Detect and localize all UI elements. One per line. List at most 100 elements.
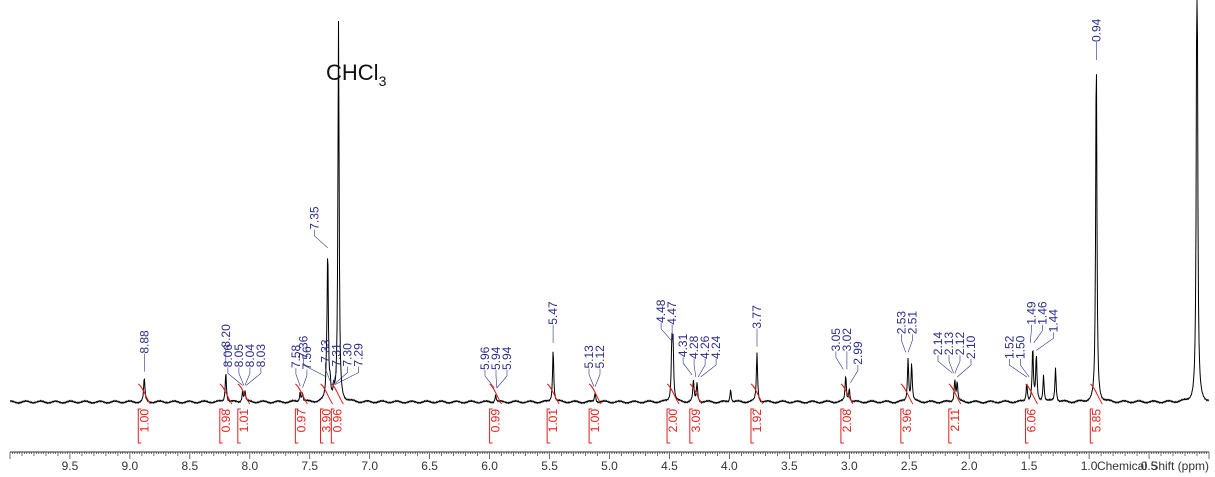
integral-bracket <box>588 408 593 444</box>
peak-label: 7.30 <box>340 343 354 367</box>
x-tick-label: 3.5 <box>781 459 798 473</box>
integral-bracket <box>948 408 952 444</box>
integral-bracket <box>137 408 142 444</box>
integral-value: 3.96 <box>900 409 914 433</box>
x-tick-label: 1.5 <box>1021 459 1038 473</box>
x-tick-label: 3.0 <box>841 459 858 473</box>
peak-label-leader <box>697 359 706 378</box>
spectrum <box>9 0 1210 405</box>
x-tick-label: 7.5 <box>301 459 318 473</box>
integral-bracket <box>1089 408 1094 444</box>
solvent-annotation-subscript: 3 <box>379 73 387 89</box>
integral-value: 0.98 <box>219 409 233 433</box>
x-axis-ticks: 9.5 9.0 8.5 8.0 7.5 7.0 6.5 6.0 5.5 5.0 4.5 4.0 3.5 3… <box>62 459 1158 473</box>
peak-label-leader <box>954 355 961 374</box>
x-tick-label: 8.0 <box>241 459 258 473</box>
integral-curve <box>1025 383 1038 405</box>
peak-label: 5.12 <box>593 345 607 369</box>
peak-label-leader <box>238 367 245 386</box>
x-tick-label: 2.5 <box>901 459 918 473</box>
peak-label: 2.13 <box>942 332 956 356</box>
peak-label-leader <box>227 367 243 386</box>
peak-label: 8.05 <box>232 344 246 368</box>
integral-bracket <box>320 408 324 444</box>
x-tick-label: 4.5 <box>661 459 678 473</box>
peak-label-leader <box>588 368 595 387</box>
integral-curve <box>546 383 560 405</box>
integral-value: 0.96 <box>330 409 344 433</box>
integral-value: 1.01 <box>546 409 560 433</box>
integral-curve <box>237 383 251 405</box>
peak-label-leader <box>484 370 495 389</box>
x-tick-label: 9.0 <box>122 459 139 473</box>
integral-curve <box>840 383 854 405</box>
peak-label-leader <box>901 334 906 353</box>
peak-label-leader <box>682 357 693 376</box>
peak-label-leader <box>246 367 262 386</box>
peak-label: 5.96 <box>478 346 492 370</box>
peak-label-leader <box>1009 359 1027 378</box>
peak-label-leader <box>671 324 674 343</box>
peak-label: 4.31 <box>676 333 690 357</box>
integral-value: 2.08 <box>840 409 854 433</box>
integral-value: 1.92 <box>750 409 764 433</box>
integral-curve <box>588 383 602 405</box>
integral-bracket <box>900 408 904 444</box>
peak-label: 8.88 <box>137 330 151 354</box>
peak-labels: 8.88 8.208.068.058.048.03 7.587.567.367.35… <box>137 18 1103 389</box>
peak-label-leader <box>693 359 697 378</box>
peak-label: 2.10 <box>964 335 978 359</box>
integral-bracket <box>689 408 693 444</box>
integral-curve <box>750 383 764 405</box>
peak-label-leader <box>303 359 327 378</box>
peak-label: 3.05 <box>829 328 843 352</box>
peak-label-leader <box>907 334 913 353</box>
integral-curve <box>219 383 233 405</box>
integral-value: 5.85 <box>1089 409 1103 433</box>
integrals: 1.00 0.98 1.01 0.97 3.900.96 0.99 1.01 1.00 2.00… <box>137 383 1103 444</box>
peak-label: 3.02 <box>840 328 854 352</box>
x-tick-label: 5.0 <box>601 459 618 473</box>
peak-label: 5.47 <box>546 301 560 325</box>
peak-label-leader <box>850 364 859 383</box>
integral-bracket <box>750 408 754 444</box>
peak-label: 4.28 <box>687 335 701 359</box>
peak-label: 2.14 <box>931 332 945 356</box>
integral-curve <box>1089 383 1103 405</box>
peak-label: 2.53 <box>894 311 908 335</box>
integral-curve <box>689 383 703 405</box>
peak-label-leader <box>937 355 953 374</box>
peak-label: 3.77 <box>750 305 764 329</box>
peak-label-leader <box>295 368 301 387</box>
integral-curve <box>900 383 914 405</box>
peak-label-leader <box>302 369 308 388</box>
peak-label: 8.20 <box>219 324 233 348</box>
peak-label-leader <box>1036 332 1054 351</box>
integral-value: 0.97 <box>294 409 308 433</box>
integral-bracket <box>219 408 223 444</box>
x-tick-label: 6.0 <box>481 459 498 473</box>
peak-label: 1.46 <box>1035 301 1049 325</box>
x-tick-label: 5.5 <box>541 459 558 473</box>
peak-label: 7.29 <box>351 343 365 367</box>
integral-curve <box>320 383 333 405</box>
integral-bracket <box>666 408 671 444</box>
integral-curve <box>331 383 344 405</box>
peak-label-leader <box>1033 324 1043 343</box>
x-tick-label: 6.5 <box>421 459 438 473</box>
peak-label-leader <box>333 366 348 385</box>
peak-label-leader <box>334 366 359 385</box>
integral-value: 0.99 <box>489 409 503 433</box>
x-tick-label: 0.5 <box>1141 459 1158 473</box>
peak-label: 8.03 <box>254 344 268 368</box>
x-tick-label: 4.0 <box>721 459 738 473</box>
peak-label: 1.44 <box>1046 309 1060 333</box>
peak-label-leader <box>835 351 844 370</box>
integral-bracket <box>1025 408 1029 444</box>
peak-label: 5.94 <box>500 346 514 370</box>
peak-label: 7.58 <box>289 344 303 368</box>
x-tick-label: 9.5 <box>62 459 79 473</box>
integral-curve <box>295 383 308 405</box>
peak-label-leader <box>957 359 972 378</box>
integral-value: 3.09 <box>689 409 703 433</box>
